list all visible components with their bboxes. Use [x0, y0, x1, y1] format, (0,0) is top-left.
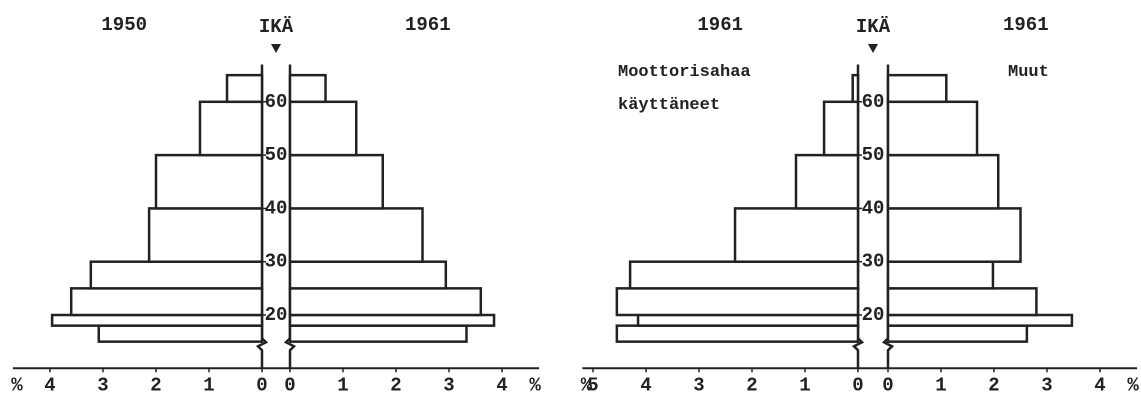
- x-tick-label: 0: [256, 374, 267, 396]
- series-title: 1961: [405, 14, 451, 36]
- y-tick-label: 30: [862, 251, 885, 273]
- x-tick-label: 4: [1094, 374, 1105, 396]
- bar: [636, 313, 860, 327]
- axis-arrow: [868, 44, 878, 53]
- x-tick-label: 5: [587, 374, 598, 396]
- bar: [288, 313, 496, 327]
- x-tick-label: 4: [640, 374, 651, 396]
- x-tick-label: 0: [882, 374, 893, 396]
- bar: [288, 287, 483, 317]
- bar: [886, 100, 979, 157]
- bar: [733, 207, 860, 263]
- x-tick-label: 2: [150, 374, 161, 396]
- bar: [886, 73, 948, 104]
- x-tick-label: 3: [97, 374, 108, 396]
- series-name: Muut: [1008, 63, 1049, 82]
- x-tick-label: 1: [337, 374, 348, 396]
- y-tick-label: 50: [862, 144, 885, 166]
- bar: [288, 100, 358, 157]
- bar: [50, 313, 264, 327]
- bar: [886, 324, 1029, 343]
- unit-label: %: [581, 374, 593, 396]
- bar: [225, 73, 264, 104]
- bar: [89, 260, 264, 290]
- x-tick-label: 3: [693, 374, 704, 396]
- axis-label: IKÄ: [259, 16, 294, 38]
- bar: [288, 207, 424, 263]
- x-tick-label: 0: [852, 374, 863, 396]
- bar: [97, 324, 264, 343]
- x-tick-label: 4: [44, 374, 55, 396]
- unit-label: %: [1127, 374, 1139, 396]
- bar: [69, 287, 264, 317]
- x-tick-label: 2: [988, 374, 999, 396]
- bar: [615, 287, 860, 317]
- bar: [288, 73, 327, 104]
- x-tick-label: 2: [746, 374, 757, 396]
- bar: [154, 153, 264, 210]
- x-tick-label: 1: [935, 374, 946, 396]
- x-tick-label: 2: [390, 374, 401, 396]
- bar: [886, 207, 1022, 263]
- series-title: 1961: [697, 14, 743, 36]
- series-title: 1961: [1003, 14, 1049, 36]
- bar: [147, 207, 264, 263]
- y-tick-label: 60: [265, 91, 288, 113]
- bar: [886, 313, 1074, 327]
- x-tick-label: 1: [203, 374, 214, 396]
- bar: [886, 287, 1038, 317]
- y-tick-label: 30: [265, 251, 288, 273]
- series-name: Moottorisahaa käyttäneet: [618, 63, 751, 115]
- bar: [886, 260, 995, 290]
- x-tick-label: 3: [1041, 374, 1052, 396]
- bar: [288, 153, 384, 210]
- y-tick-label: 50: [265, 144, 288, 166]
- unit-label: %: [529, 374, 541, 396]
- axis-arrow: [271, 44, 281, 53]
- x-tick-label: 1: [799, 374, 810, 396]
- unit-label: %: [11, 374, 23, 396]
- y-tick-label: 20: [265, 304, 288, 326]
- y-tick-label: 20: [862, 304, 885, 326]
- bar: [794, 153, 860, 210]
- bar: [288, 324, 468, 343]
- bar: [615, 324, 860, 343]
- bar: [288, 260, 448, 290]
- x-tick-label: 3: [443, 374, 454, 396]
- y-tick-label: 40: [862, 197, 885, 219]
- bar: [886, 153, 1000, 210]
- axis-label: IKÄ: [856, 16, 891, 38]
- bar: [851, 73, 860, 104]
- y-tick-label: 40: [265, 197, 288, 219]
- bar: [628, 260, 860, 290]
- series-title: 1950: [101, 14, 147, 36]
- x-tick-label: 0: [284, 374, 295, 396]
- bar: [822, 100, 860, 157]
- x-tick-label: 4: [496, 374, 507, 396]
- y-tick-label: 60: [862, 91, 885, 113]
- bar: [198, 100, 264, 157]
